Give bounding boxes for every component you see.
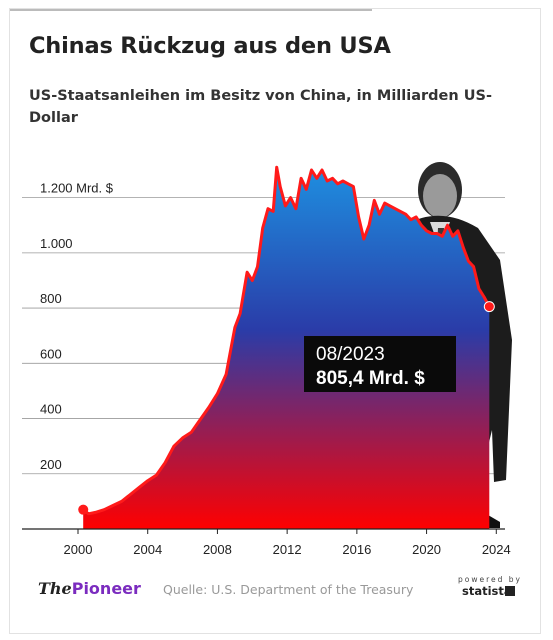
- start-point: [78, 504, 89, 515]
- y-tick-label: 1.200 Mrd. $: [40, 181, 114, 196]
- chart-title: Chinas Rückzug aus den USA: [29, 33, 391, 59]
- end-point: [483, 301, 495, 313]
- annotation-box: [304, 336, 456, 392]
- annotation-value: 805,4 Mrd. $: [316, 368, 425, 389]
- x-tick-label: 2024: [482, 542, 511, 557]
- x-tick-label: 2020: [412, 542, 441, 557]
- y-tick-label: 600: [40, 346, 62, 361]
- annotation-date: 08/2023: [316, 344, 385, 365]
- y-tick-label: 1.000: [40, 236, 73, 251]
- area-fill: [83, 167, 490, 529]
- y-tick-label: 400: [40, 402, 62, 417]
- x-tick-label: 2000: [64, 542, 93, 557]
- series-line: [82, 165, 491, 516]
- statista-logo: statista: [462, 584, 512, 598]
- source-note: Quelle: U.S. Department of the Treasury: [163, 582, 414, 597]
- chart-subtitle: US-Staatsanleihen im Besitz von China, i…: [29, 88, 492, 126]
- x-tick-label: 2016: [342, 542, 371, 557]
- y-axis: 200 400 600 800 1.000 1.200 Mrd. $: [40, 181, 114, 472]
- x-tick-label: 2012: [273, 542, 302, 557]
- top-border-accent: [10, 9, 372, 11]
- x-tick-label: 2004: [133, 542, 162, 557]
- brand-logo: ThePioneer: [38, 579, 141, 598]
- y-tick-label: 200: [40, 457, 62, 472]
- y-tick-label: 800: [40, 291, 62, 306]
- x-axis: 2000 2004 2008 2012 2016 2020 2024: [64, 529, 511, 557]
- x-tick-label: 2008: [203, 542, 232, 557]
- annotation-callout: 08/2023 805,4 Mrd. $: [304, 336, 456, 392]
- statista-icon: [505, 586, 515, 596]
- powered-by-label: powered by: [458, 575, 522, 584]
